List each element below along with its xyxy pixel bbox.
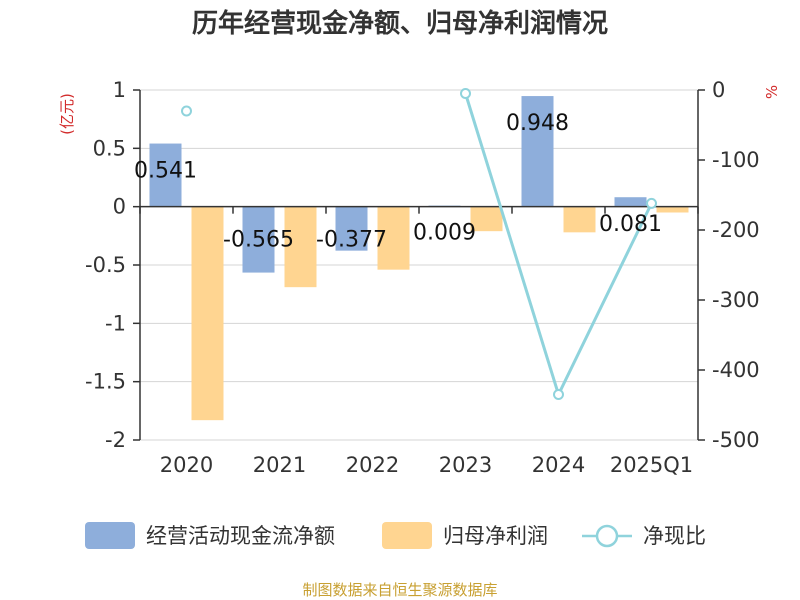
y-right-tick-label: -100 [712, 148, 760, 172]
y-left-tick-label: 0.5 [93, 136, 126, 160]
y-right-tick-label: -200 [712, 218, 760, 242]
legend-item-cashflow[interactable]: 经营活动现金流净额 [85, 522, 335, 549]
legend-label-cash-ratio: 净现比 [643, 524, 706, 548]
legend-label-cashflow: 经营活动现金流净额 [146, 524, 335, 548]
y-left-axis-label: (亿元) [58, 93, 76, 135]
net-profit-bar-2021 [284, 206, 317, 288]
cashflow-data-label: 0.541 [134, 159, 197, 184]
net-profit-bar-2020 [191, 206, 224, 421]
gridlines [140, 89, 698, 441]
x-tick-label: 2023 [439, 453, 492, 477]
cashflow-data-label: 0.948 [506, 111, 569, 136]
cashflow-data-label: -0.565 [223, 228, 294, 253]
legend-swatch-cashflow [85, 522, 135, 549]
y-right-axis-label: % [763, 85, 781, 99]
net-profit-bar-2025Q1 [656, 206, 689, 213]
bar-series [149, 96, 689, 421]
cashflow-data-label: -0.377 [316, 228, 387, 253]
x-tick-label: 2020 [160, 453, 213, 477]
y-left-tick-label: 1 [113, 78, 126, 102]
source-note: 制图数据来自恒生聚源数据库 [302, 581, 497, 599]
y-right-tick-label: -400 [712, 358, 760, 382]
cash-ratio-point-2023 [460, 88, 471, 99]
axes [133, 89, 705, 441]
cash-ratio-point-2020 [181, 105, 192, 117]
y-left-tick-label: -1 [105, 311, 126, 335]
x-tick-label: 2024 [532, 453, 585, 477]
cashflow-bar-2024 [521, 96, 554, 207]
net-profit-bar-2022 [377, 206, 410, 270]
legend-item-cash-ratio[interactable]: 净现比 [582, 524, 706, 548]
legend-item-net-profit[interactable]: 归母净利润 [382, 522, 548, 549]
cashflow-bar-2022 [335, 206, 368, 251]
y-right-tick-label: 0 [712, 78, 725, 102]
net-profit-bar-2024 [563, 206, 596, 233]
cashflow-data-label: 0.081 [599, 212, 662, 237]
y-left-tick-label: -0.5 [85, 253, 126, 277]
legend-label-net-profit: 归母净利润 [443, 524, 548, 548]
x-tick-label: 2025Q1 [610, 453, 693, 477]
chart-title: 历年经营现金净额、归母净利润情况 [192, 8, 608, 39]
cashflow-bar-2025Q1 [614, 197, 647, 207]
y-left-tick-label: -1.5 [85, 370, 126, 394]
cashflow-data-label: 0.009 [413, 221, 476, 246]
y-right-tick-label: -300 [712, 288, 760, 312]
cashflow-bar-2021 [242, 206, 275, 273]
cashflow-bar-2020 [149, 143, 182, 207]
line-series [181, 88, 657, 400]
cash-ratio-point-2025Q1 [646, 197, 657, 209]
tick-labels: 1 0.5 0 -0.5 -1 -1.5 -2 0 -100 -200 -300 -400 -500 20… [85, 78, 760, 477]
y-left-tick-label: 0 [113, 195, 126, 219]
y-right-tick-label: -500 [712, 428, 760, 452]
net-profit-bar-2023 [470, 206, 503, 232]
x-tick-label: 2021 [253, 453, 306, 477]
x-tick-label: 2022 [346, 453, 399, 477]
legend-swatch-net-profit [382, 522, 432, 549]
cash-ratio-point-2024 [553, 389, 564, 400]
cash-ratio-line [464, 93, 653, 399]
y-left-tick-label: -2 [105, 428, 126, 452]
legend: 经营活动现金流净额 归母净利润 净现比 [85, 522, 706, 549]
legend-marker-cash-ratio [595, 524, 619, 548]
data-labels: 0.541 -0.565 -0.377 0.009 0.948 0.081 [134, 111, 662, 253]
